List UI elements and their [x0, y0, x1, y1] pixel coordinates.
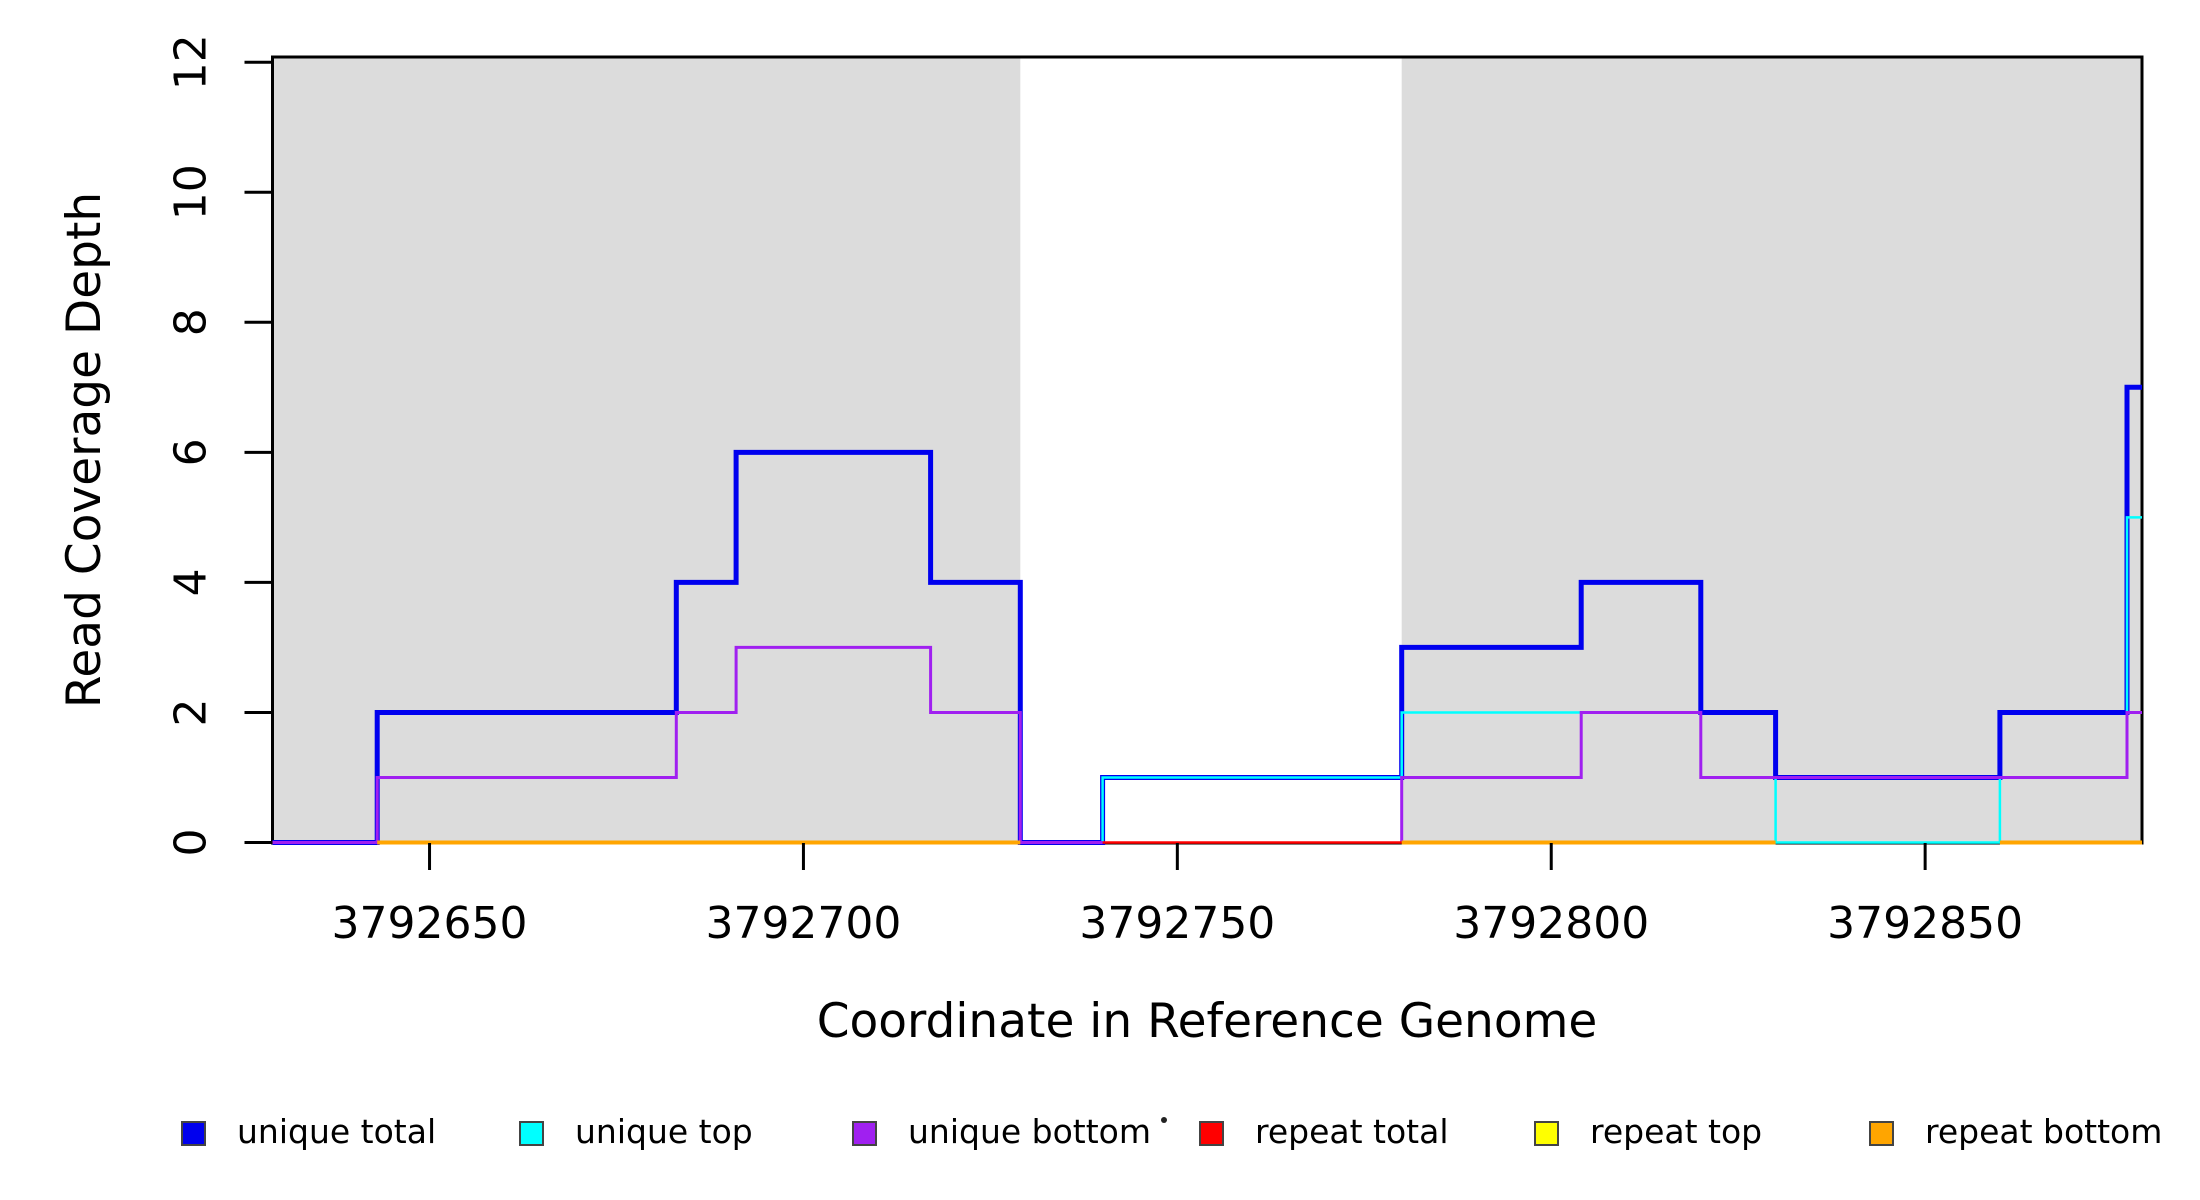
- y-tick-label: 8: [166, 308, 217, 336]
- x-tick-label: 3792850: [1827, 898, 2023, 949]
- coverage-series-lines: [272, 384, 2142, 845]
- legend-label: unique bottom: [908, 1112, 1151, 1151]
- legend-item-repeat-bottom: repeat bottom: [1869, 1112, 2162, 1151]
- y-tick-label: 6: [166, 438, 217, 466]
- series-line-unique-bottom: [1400, 711, 2142, 843]
- legend-swatch-repeat-total: [1199, 1121, 1224, 1146]
- legend-item-unique-total: unique total: [181, 1112, 436, 1151]
- legend-swatch-unique-bottom: [852, 1121, 877, 1146]
- series-line-unique-bottom: [272, 645, 1103, 844]
- series-line-unique-top: [2125, 516, 2142, 778]
- legend-label: repeat bottom: [1925, 1112, 2162, 1151]
- y-tick-label: 4: [166, 568, 217, 596]
- y-tick-label: 10: [166, 164, 217, 220]
- unique-region-shading: [272, 58, 2142, 843]
- legend-label: unique top: [575, 1112, 753, 1151]
- legend-item-unique-bottom: unique bottom: [852, 1112, 1151, 1151]
- x-axis-title: Coordinate in Reference Genome: [817, 994, 1598, 1049]
- legend-swatch-repeat-top: [1534, 1121, 1559, 1146]
- y-tick-label: 12: [166, 34, 217, 90]
- unique-region-2: [1401, 58, 2142, 843]
- legend-item-repeat-top: repeat top: [1534, 1112, 1762, 1151]
- axes-ticks-and-labels: 3792650 3792700 3792750 3792800 3792850 0 2 4 6 8…: [166, 34, 2024, 949]
- legend-item-unique-top: unique top: [519, 1112, 753, 1151]
- legend-swatch-unique-total: [181, 1121, 206, 1146]
- y-axis-title: Read Coverage Depth: [57, 192, 112, 708]
- series-line-unique-top: [1774, 777, 2002, 844]
- x-tick-label: 3792700: [705, 898, 901, 949]
- stray-mark: [1161, 1117, 1167, 1123]
- legend: unique total unique top unique bottom repea…: [181, 1112, 2162, 1151]
- x-tick-label: 3792650: [332, 898, 528, 949]
- legend-swatch-unique-top: [519, 1121, 544, 1146]
- legend-label: repeat total: [1255, 1112, 1449, 1151]
- x-tick-label: 3792800: [1453, 898, 1649, 949]
- y-tick-label: 2: [166, 698, 217, 726]
- legend-item-repeat-total: repeat total: [1199, 1112, 1449, 1151]
- legend-label: repeat top: [1590, 1112, 1762, 1151]
- y-tick-label: 0: [166, 829, 217, 857]
- x-tick-label: 3792750: [1079, 898, 1275, 949]
- legend-label: unique total: [237, 1112, 436, 1151]
- legend-swatch-repeat-bottom: [1869, 1121, 1894, 1146]
